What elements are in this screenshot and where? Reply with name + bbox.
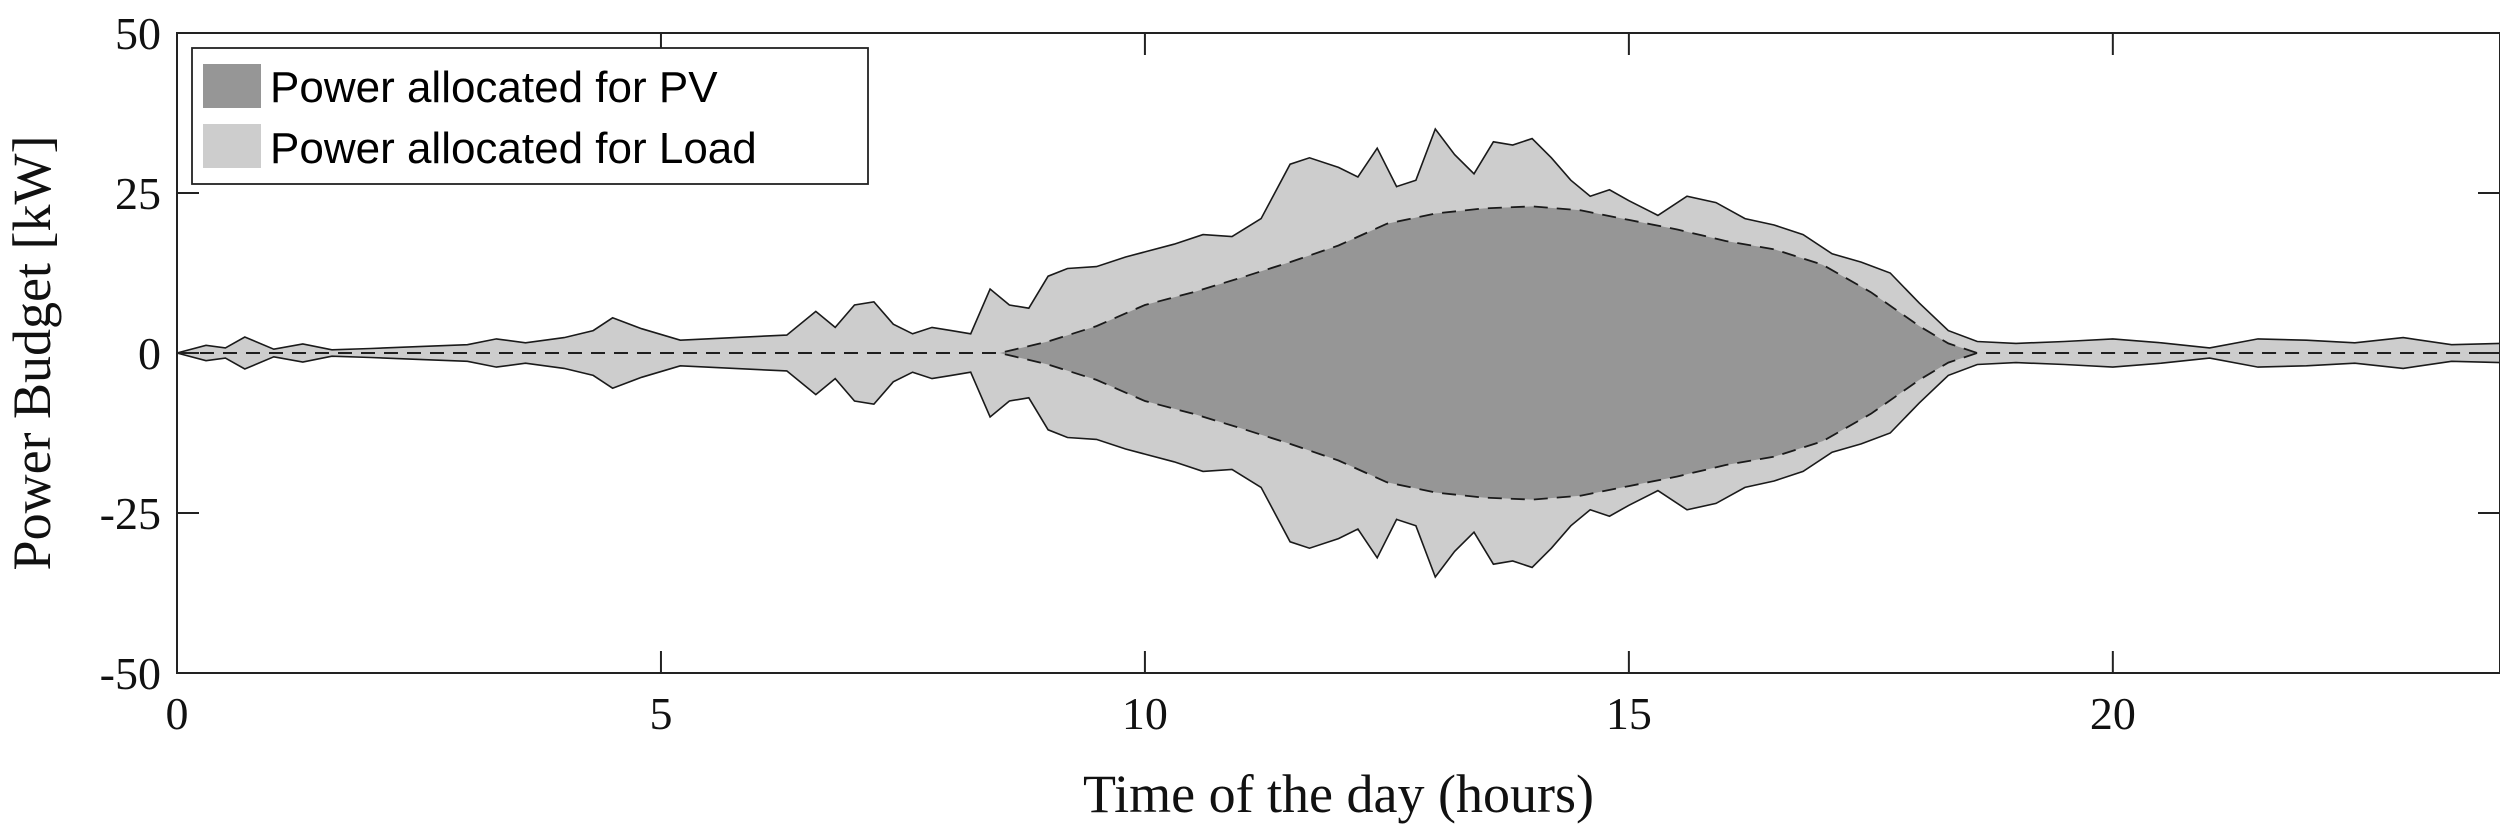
y-tick-label: 0 [138, 328, 161, 379]
y-axis-label: Power Budget [kW] [2, 136, 62, 571]
legend: Power allocated for PV Power allocated fo… [191, 47, 869, 185]
x-tick-label: 20 [2090, 688, 2136, 739]
load-lower-outline [176, 352, 2500, 579]
x-tick-label: 5 [649, 688, 672, 739]
legend-box [191, 47, 869, 185]
x-tick-label: 0 [166, 688, 189, 739]
x-tick-label: 10 [1122, 688, 1168, 739]
plot-areas [176, 127, 2500, 579]
y-tick-label: 50 [115, 8, 161, 59]
y-tick-label: -25 [100, 488, 161, 539]
pv-upper-dashed [177, 205, 2500, 354]
axes: 0 5 10 15 20 -50 -25 0 25 50 [100, 8, 2500, 739]
legend-swatch-load [203, 124, 261, 168]
legend-label-pv: Power allocated for PV [270, 63, 718, 112]
pv-area [177, 206, 2500, 500]
x-tick-label: 15 [1606, 688, 1652, 739]
load-upper-outline [176, 127, 2500, 354]
y-tick-label: -50 [100, 648, 161, 699]
legend-label-load: Power allocated for Load [270, 124, 757, 173]
legend-swatch-pv [203, 64, 261, 108]
pv-lower-dashed [177, 352, 2500, 501]
x-axis-label: Time of the day (hours) [1083, 764, 1594, 824]
y-tick-label: 25 [115, 168, 161, 219]
